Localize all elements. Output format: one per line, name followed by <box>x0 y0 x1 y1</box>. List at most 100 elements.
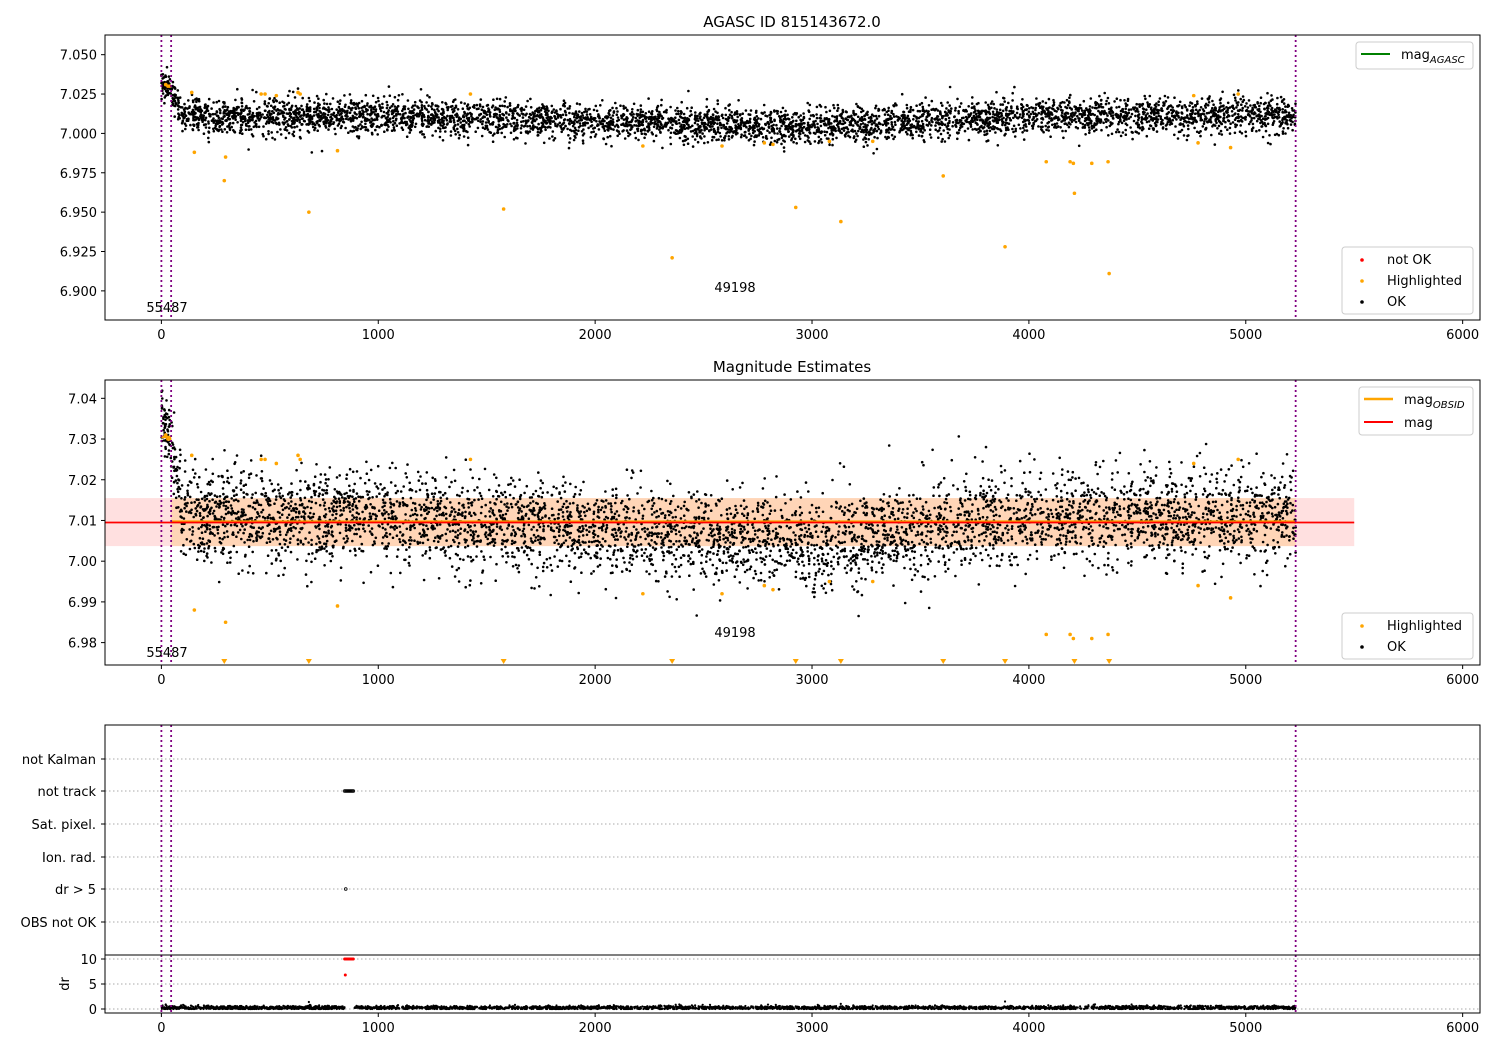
ok-point <box>641 121 644 124</box>
ok-point <box>593 126 597 130</box>
ok-point <box>498 97 502 101</box>
ok-point <box>322 98 326 102</box>
ok-point <box>606 125 610 129</box>
ok-point <box>928 133 932 136</box>
ok-point <box>430 102 434 105</box>
ok-point <box>164 74 167 77</box>
ok-point <box>1011 127 1014 131</box>
ok-point <box>268 97 272 100</box>
ok-point <box>753 130 756 133</box>
ok-point <box>348 111 352 114</box>
ok-point <box>1061 100 1064 104</box>
ok-point <box>802 116 806 120</box>
ok-point <box>503 135 507 139</box>
ok-point <box>687 89 690 93</box>
ok-point <box>578 122 582 125</box>
ok-point <box>1022 138 1026 141</box>
ok-point <box>392 110 396 113</box>
ok-point <box>1179 122 1182 125</box>
ok-point <box>1065 98 1069 102</box>
ok-point <box>279 109 282 112</box>
ok-point <box>1155 124 1158 127</box>
ok-point <box>1204 115 1207 118</box>
ok-point <box>359 123 362 126</box>
ok-point <box>357 124 360 128</box>
ok-point <box>711 119 715 122</box>
ok-point <box>1015 111 1019 115</box>
ok-point <box>422 133 426 136</box>
ok-point <box>254 90 258 94</box>
ok-point <box>210 107 213 110</box>
ok-point <box>369 124 373 127</box>
ok-point <box>1037 125 1040 128</box>
ok-point <box>646 125 649 129</box>
ok-point <box>308 106 312 109</box>
ok-point <box>959 102 963 105</box>
ok-point <box>456 123 460 126</box>
ok-point <box>1258 117 1261 121</box>
ok-point <box>282 101 286 105</box>
ok-point <box>1061 129 1064 133</box>
ok-point <box>857 129 860 133</box>
ok-point <box>1254 112 1257 115</box>
ok-point <box>684 135 687 138</box>
ok-point <box>329 123 333 126</box>
ok-point <box>276 117 279 121</box>
ok-point <box>791 128 795 131</box>
ok-point <box>621 130 624 133</box>
ok-point <box>858 127 861 130</box>
ok-point <box>930 118 933 122</box>
ok-point <box>816 122 819 126</box>
ok-point <box>1026 112 1029 116</box>
ok-point <box>503 104 507 108</box>
ok-point <box>1219 109 1222 113</box>
ok-point <box>784 127 787 131</box>
ok-point <box>1267 107 1270 110</box>
ok-point <box>1040 117 1043 120</box>
ok-point <box>418 111 422 114</box>
ok-point <box>1283 115 1286 119</box>
ok-point <box>197 99 201 103</box>
ok-point <box>1285 121 1288 124</box>
ok-point <box>1091 106 1094 109</box>
ok-point <box>606 135 609 139</box>
ok-point <box>694 114 697 117</box>
ok-point <box>1006 115 1009 119</box>
ok-point <box>775 109 779 113</box>
ok-point <box>349 99 353 102</box>
ok-point <box>174 467 177 471</box>
ok-point <box>426 125 429 128</box>
ok-point <box>1239 97 1242 101</box>
ok-point <box>1066 111 1069 115</box>
ok-point <box>939 132 943 136</box>
ok-point <box>461 126 465 130</box>
ok-point <box>779 110 783 114</box>
ok-point <box>333 127 337 131</box>
ok-point <box>947 110 951 114</box>
ok-point <box>430 105 433 108</box>
ok-point <box>693 138 697 141</box>
ok-point <box>357 106 361 110</box>
ok-point <box>462 135 466 138</box>
ok-point <box>466 143 470 147</box>
ok-point <box>1275 102 1279 106</box>
ok-point <box>780 136 784 140</box>
ok-point <box>778 129 781 133</box>
ok-point <box>313 110 316 114</box>
ok-point <box>263 100 267 103</box>
ok-point <box>486 118 489 121</box>
ok-point <box>760 132 763 135</box>
ok-point <box>1044 101 1048 105</box>
ok-point <box>1233 96 1237 100</box>
ok-point <box>730 136 734 139</box>
ok-point <box>736 115 739 119</box>
ok-point <box>189 123 192 127</box>
ok-point <box>1146 101 1149 104</box>
ok-point <box>1105 117 1108 121</box>
ok-point <box>194 105 197 109</box>
ok-point <box>630 126 633 129</box>
ok-point <box>1255 129 1258 133</box>
ok-point <box>514 128 517 131</box>
ok-point <box>386 118 389 122</box>
ok-point <box>1101 110 1105 114</box>
